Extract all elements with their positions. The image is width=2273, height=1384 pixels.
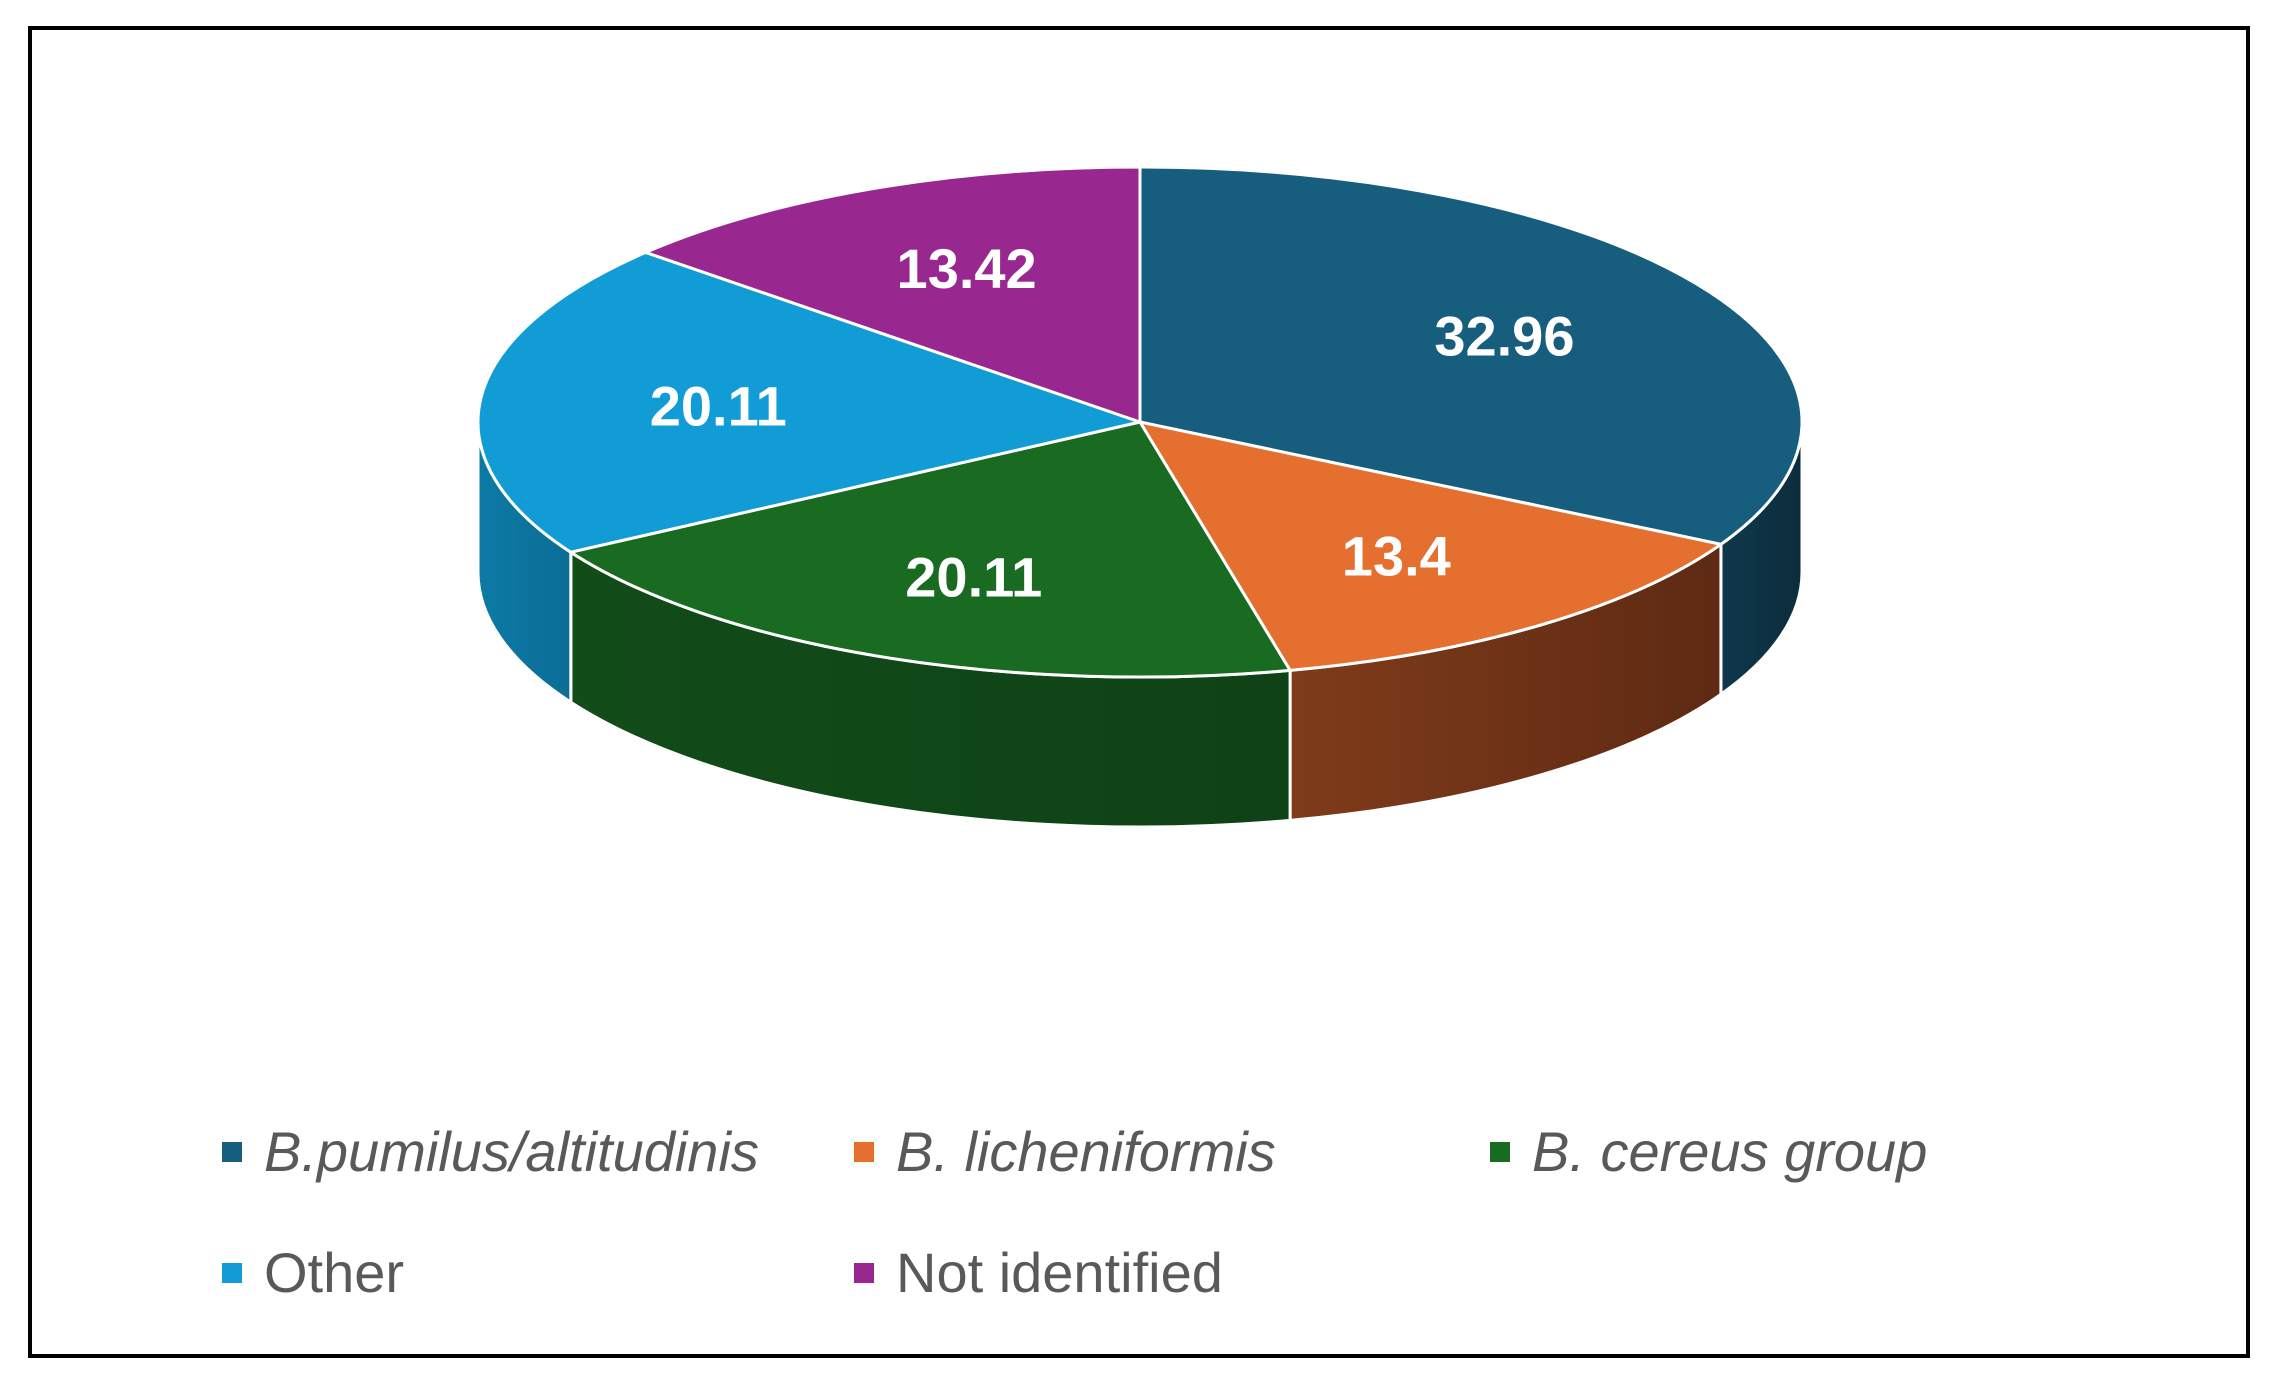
- pie-slices: [476, 165, 1804, 679]
- pie-slice-3: [476, 250, 1142, 554]
- data-label-1: 13.4: [1342, 525, 1451, 588]
- data-label-3: 20.11: [650, 374, 787, 437]
- pie-slice-1: [1138, 420, 1723, 672]
- data-label-0: 32.96: [1434, 305, 1574, 368]
- pie-slice-2: [569, 420, 1292, 679]
- pie-data-labels: 32.96 13.4 20.11 20.11 13.42: [650, 237, 1575, 608]
- pie-slice-0: [1138, 165, 1804, 546]
- data-label-4: 13.42: [897, 237, 1037, 300]
- pie-slice-4: [644, 165, 1142, 424]
- pie-sides: [476, 421, 1804, 829]
- data-label-2: 20.11: [905, 545, 1042, 608]
